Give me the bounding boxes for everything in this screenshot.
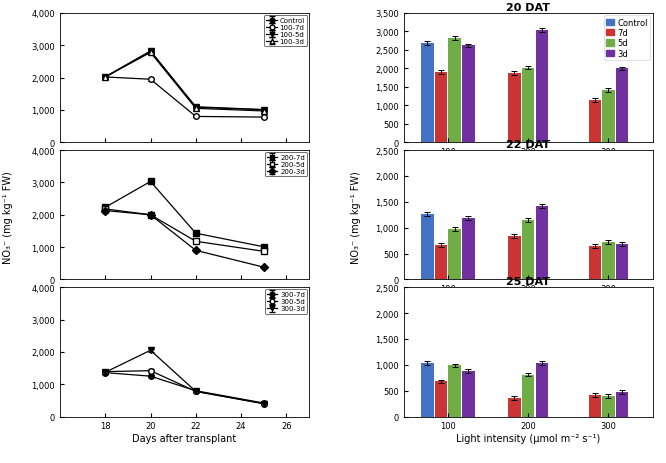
Bar: [602, 243, 615, 280]
Bar: [602, 91, 615, 143]
Text: NO₃⁻ (mg kg⁻¹ FW): NO₃⁻ (mg kg⁻¹ FW): [3, 171, 13, 264]
Bar: [616, 245, 629, 280]
Bar: [508, 74, 521, 143]
Bar: [522, 220, 534, 280]
Bar: [435, 382, 448, 417]
Bar: [421, 363, 434, 417]
Bar: [522, 375, 534, 417]
X-axis label: Days after transplant: Days after transplant: [133, 433, 236, 443]
Bar: [535, 363, 548, 417]
Bar: [535, 206, 548, 280]
Bar: [522, 69, 534, 143]
Bar: [421, 44, 434, 143]
Bar: [421, 215, 434, 280]
Legend: Control, 100-7d, 100-5d, 100-3d: Control, 100-7d, 100-5d, 100-3d: [264, 16, 307, 47]
Legend: 300-7d, 300-5d, 300-3d: 300-7d, 300-5d, 300-3d: [264, 290, 307, 314]
Bar: [448, 39, 461, 143]
X-axis label: Light intensity (μmol m⁻² s⁻¹): Light intensity (μmol m⁻² s⁻¹): [456, 433, 600, 443]
Text: NO₃⁻ (mg kg⁻¹ FW): NO₃⁻ (mg kg⁻¹ FW): [351, 171, 362, 264]
Bar: [589, 246, 601, 280]
Legend: Control, 7d, 5d, 3d: Control, 7d, 5d, 3d: [604, 16, 650, 61]
Bar: [448, 366, 461, 417]
Bar: [508, 237, 521, 280]
Bar: [535, 31, 548, 143]
Bar: [589, 100, 601, 143]
Bar: [616, 393, 629, 417]
Title: 20 DAT: 20 DAT: [506, 3, 550, 13]
Title: 25 DAT: 25 DAT: [506, 277, 550, 287]
Title: 22 DAT: 22 DAT: [506, 140, 550, 150]
Bar: [508, 398, 521, 417]
Bar: [435, 73, 448, 143]
Bar: [616, 69, 629, 143]
Bar: [589, 395, 601, 417]
Bar: [602, 396, 615, 417]
Bar: [462, 371, 475, 417]
Bar: [448, 229, 461, 280]
Bar: [462, 219, 475, 280]
Bar: [462, 46, 475, 143]
Bar: [435, 245, 448, 280]
Legend: 200-7d, 200-5d, 200-3d: 200-7d, 200-5d, 200-3d: [265, 153, 307, 177]
